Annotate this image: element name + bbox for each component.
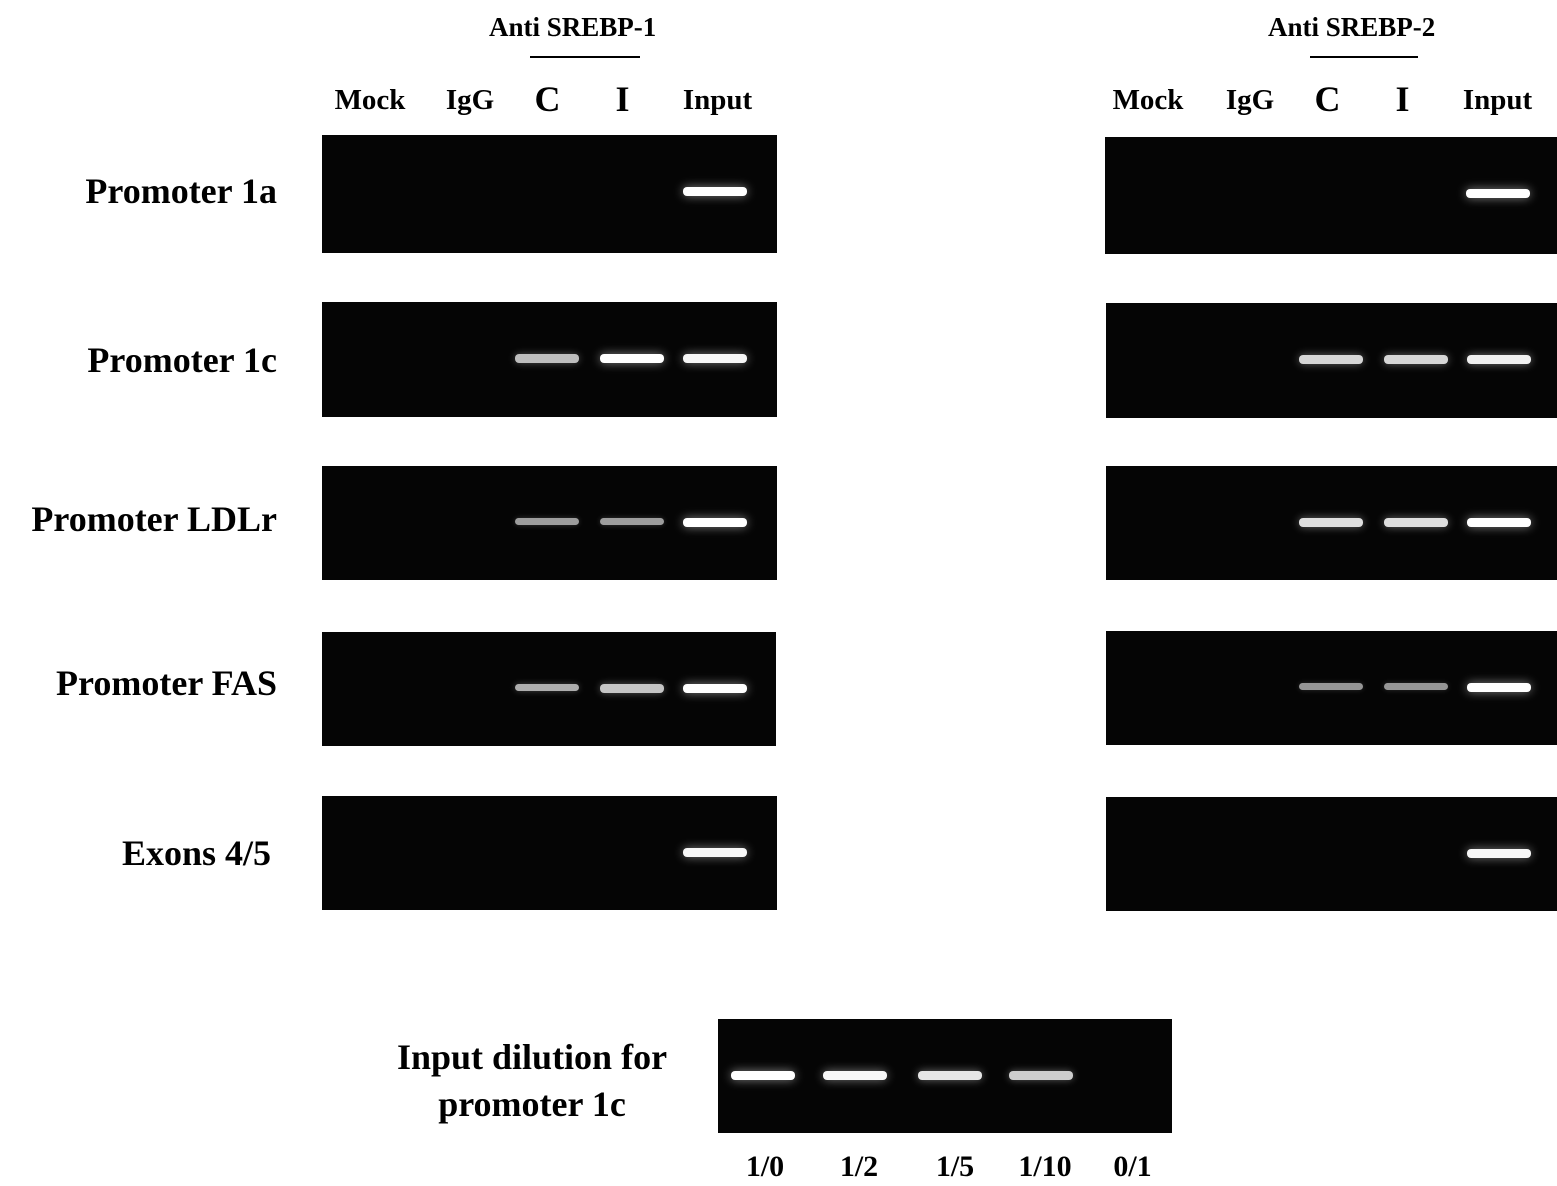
gel-srebp2-exons-4-5 xyxy=(1106,797,1557,911)
band-dilution-4 xyxy=(1009,1071,1073,1080)
antibody-bracket-srebp2 xyxy=(1310,56,1418,58)
band-c xyxy=(1299,518,1363,527)
lane-label-mock-1: Mock xyxy=(334,84,406,116)
lane-label-input-2: Input xyxy=(1462,84,1533,116)
band-c xyxy=(515,354,579,363)
dilution-label-line1: Input dilution for xyxy=(396,1037,668,1077)
band-dilution-3 xyxy=(918,1071,982,1080)
lane-label-mock-2: Mock xyxy=(1112,84,1184,116)
antibody-bracket-srebp1 xyxy=(530,56,640,58)
row-label-exons-4-5: Exons 4/5 xyxy=(121,833,271,873)
row-label-promoter-1a: Promoter 1a xyxy=(85,171,277,211)
band-input xyxy=(1466,189,1530,198)
lane-label-c-2: C xyxy=(1314,79,1341,119)
dilution-tick-1-2: 1/2 xyxy=(839,1150,879,1183)
band-input xyxy=(683,684,747,693)
gel-input-dilution xyxy=(718,1019,1172,1133)
band-i xyxy=(1384,518,1448,527)
band-i xyxy=(1384,355,1448,364)
gel-srebp2-promoter-1c xyxy=(1106,303,1557,418)
row-label-promoter-1c: Promoter 1c xyxy=(87,340,277,380)
band-c xyxy=(515,684,579,691)
dilution-label-line2: promoter 1c xyxy=(438,1084,626,1124)
panel-title-srebp2: Anti SREBP-2 xyxy=(1268,12,1436,42)
gel-srebp2-promoter-fas xyxy=(1106,631,1557,745)
band-i xyxy=(600,354,664,363)
band-dilution-2 xyxy=(823,1071,887,1080)
gel-srebp1-promoter-1a xyxy=(322,135,777,253)
lane-label-i-2: I xyxy=(1395,79,1410,119)
gel-srebp1-promoter-1c xyxy=(322,302,777,417)
band-input xyxy=(683,848,747,857)
band-i xyxy=(1384,683,1448,690)
band-input xyxy=(1467,355,1531,364)
band-i xyxy=(600,518,664,525)
dilution-tick-1-10: 1/10 xyxy=(1018,1150,1072,1183)
row-label-promoter-ldlr: Promoter LDLr xyxy=(31,499,277,539)
band-input xyxy=(1467,849,1531,858)
lane-label-igg-2: IgG xyxy=(1225,84,1275,116)
band-input xyxy=(683,187,747,196)
dilution-tick-0-1: 0/1 xyxy=(1113,1150,1152,1183)
dilution-tick-1-5: 1/5 xyxy=(935,1150,975,1183)
band-i xyxy=(600,684,664,693)
dilution-tick-1-0: 1/0 xyxy=(745,1150,785,1183)
lane-label-input-1: Input xyxy=(682,84,753,116)
gel-srebp2-promoter-ldlr xyxy=(1106,466,1557,580)
band-c xyxy=(1299,355,1363,364)
gel-srebp1-promoter-ldlr xyxy=(322,466,777,580)
band-input xyxy=(1467,683,1531,692)
band-input xyxy=(683,354,747,363)
lane-label-i-1: I xyxy=(615,79,630,119)
lane-label-igg-1: IgG xyxy=(445,84,495,116)
band-input xyxy=(1467,518,1531,527)
band-c xyxy=(515,518,579,525)
band-c xyxy=(1299,683,1363,690)
lane-label-c-1: C xyxy=(534,79,561,119)
gel-srebp1-promoter-fas xyxy=(322,632,776,746)
band-input xyxy=(683,518,747,527)
panel-title-srebp1: Anti SREBP-1 xyxy=(489,12,657,42)
band-dilution-1 xyxy=(731,1071,795,1080)
gel-srebp1-exons-4-5 xyxy=(322,796,777,910)
row-label-promoter-fas: Promoter FAS xyxy=(56,663,277,703)
dilution-label: Input dilution for promoter 1c xyxy=(377,1034,687,1128)
gel-srebp2-promoter-1a xyxy=(1105,137,1557,254)
